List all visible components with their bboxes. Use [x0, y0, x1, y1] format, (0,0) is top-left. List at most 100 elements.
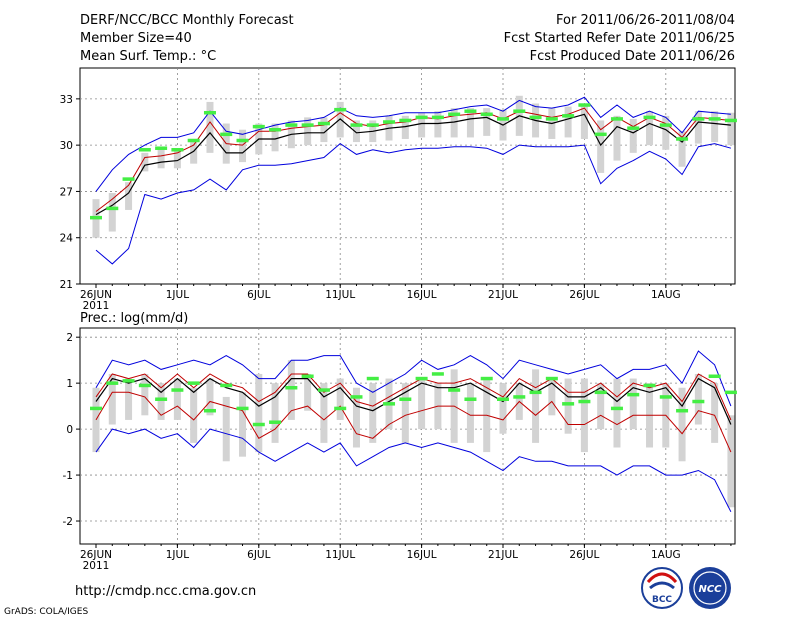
mean-marker — [317, 388, 330, 392]
mean-marker — [301, 374, 314, 379]
mean-marker — [203, 408, 216, 413]
y-tick-label: -2 — [63, 516, 73, 528]
spread-box — [597, 383, 605, 430]
spread-box — [92, 387, 100, 453]
spread-box — [711, 111, 719, 143]
mean-marker — [708, 374, 721, 379]
mean-marker — [464, 397, 477, 401]
spread-box — [206, 378, 214, 416]
spread-box — [173, 378, 181, 420]
x-tick-label: 16JUL — [407, 289, 437, 301]
x-tick-label: 1AUG — [651, 549, 681, 561]
mean-marker — [594, 132, 607, 137]
upper-line — [95, 107, 731, 212]
mean-marker — [90, 406, 102, 411]
mean-marker — [610, 406, 623, 411]
mean-marker — [692, 399, 705, 404]
spread-box — [727, 415, 735, 508]
spread-box — [629, 118, 637, 153]
mean-marker — [627, 126, 640, 130]
mean-marker — [171, 148, 184, 152]
spread-box — [418, 378, 426, 430]
forecast-range-label: For 2011/06/26-2011/08/04 — [556, 13, 735, 28]
x-tick-label: 26JUL — [569, 289, 599, 301]
spread-box — [239, 392, 247, 457]
mean-marker — [545, 117, 558, 121]
mean-marker — [236, 138, 249, 143]
mean-marker — [106, 206, 119, 211]
y-tick-label: 24 — [60, 233, 74, 245]
spread-box — [434, 111, 442, 138]
spread-box — [483, 108, 491, 136]
x-tick-label: 16JUL — [407, 549, 437, 561]
x-tick-label: 26JUN — [80, 549, 112, 561]
y-tick-label: 1 — [66, 378, 73, 390]
mean-marker — [708, 117, 721, 121]
upper-line — [95, 373, 732, 421]
mean-marker — [464, 109, 477, 113]
x-tick-label: 1JUL — [166, 549, 189, 561]
x-tick-label: 26JUL — [569, 549, 599, 561]
spread-box — [369, 383, 377, 443]
spread-box — [336, 378, 344, 420]
mean-marker — [350, 395, 363, 399]
mean-marker — [383, 402, 396, 406]
y-tick-label: 30 — [60, 140, 73, 152]
mean-marker — [724, 118, 737, 123]
mean-marker — [676, 137, 689, 141]
spread-box — [564, 378, 572, 434]
median-line — [95, 377, 732, 425]
mean-marker — [562, 114, 575, 118]
mean-marker — [448, 112, 461, 117]
mean-marker — [513, 109, 526, 113]
x-tick-label: 11JUL — [325, 549, 355, 561]
mean-marker — [578, 399, 591, 404]
spread-box — [678, 387, 686, 462]
mean-marker — [562, 402, 575, 406]
mean-marker — [301, 123, 314, 127]
bcc-logo: BCC — [641, 567, 683, 609]
mean-marker — [497, 117, 509, 121]
mean-marker — [399, 397, 412, 401]
spread-box — [320, 117, 328, 143]
figure-title: DERF/NCC/BCC Monthly Forecast — [80, 13, 294, 28]
spread-box — [304, 373, 312, 411]
precipitation-panel: -2 -1 0 1 2 26JUN 1JUL 6JUL 11JUL 16JUL 21JUL 26JUL… — [63, 327, 737, 572]
y-tick-label: 0 — [66, 424, 73, 436]
mean-marker — [431, 372, 444, 376]
mean-marker — [220, 132, 233, 137]
plot-frame — [79, 67, 736, 285]
spread-box — [352, 387, 360, 448]
temperature-panel: 21 24 27 30 33 26JUN 1JUL 6JUL 11JUL 16JUL 21JUL 26… — [60, 67, 737, 312]
spread-box — [141, 152, 149, 172]
mean-marker — [480, 112, 493, 117]
x-tick-label: 11JUL — [325, 289, 355, 301]
ncc-logo-text: NCC — [698, 584, 722, 595]
mean-marker — [676, 408, 689, 413]
spread-box — [580, 103, 588, 139]
spread-box — [271, 123, 279, 152]
spread-box — [304, 117, 312, 146]
spread-box — [548, 378, 556, 416]
x-tick-label: 6JUL — [247, 289, 270, 301]
spread-box — [418, 112, 426, 138]
mean-marker — [106, 381, 119, 385]
spread-box — [141, 373, 149, 416]
mean-marker — [236, 406, 249, 411]
lower-mid-line — [95, 391, 732, 453]
mean-marker — [643, 115, 656, 120]
spread-box — [662, 115, 670, 150]
spread-box — [597, 120, 605, 173]
mean-marker — [513, 395, 526, 399]
spread-box — [157, 148, 165, 169]
mean-marker — [155, 146, 168, 150]
spread-box — [613, 115, 621, 161]
x-tick-label: 1AUG — [651, 289, 681, 301]
mean-marker — [285, 385, 298, 390]
spread-box — [352, 120, 360, 143]
mean-marker — [90, 215, 102, 220]
mean-marker — [627, 392, 640, 397]
mean-marker — [399, 118, 412, 123]
mean-marker — [138, 148, 151, 152]
mean-marker — [122, 177, 135, 181]
